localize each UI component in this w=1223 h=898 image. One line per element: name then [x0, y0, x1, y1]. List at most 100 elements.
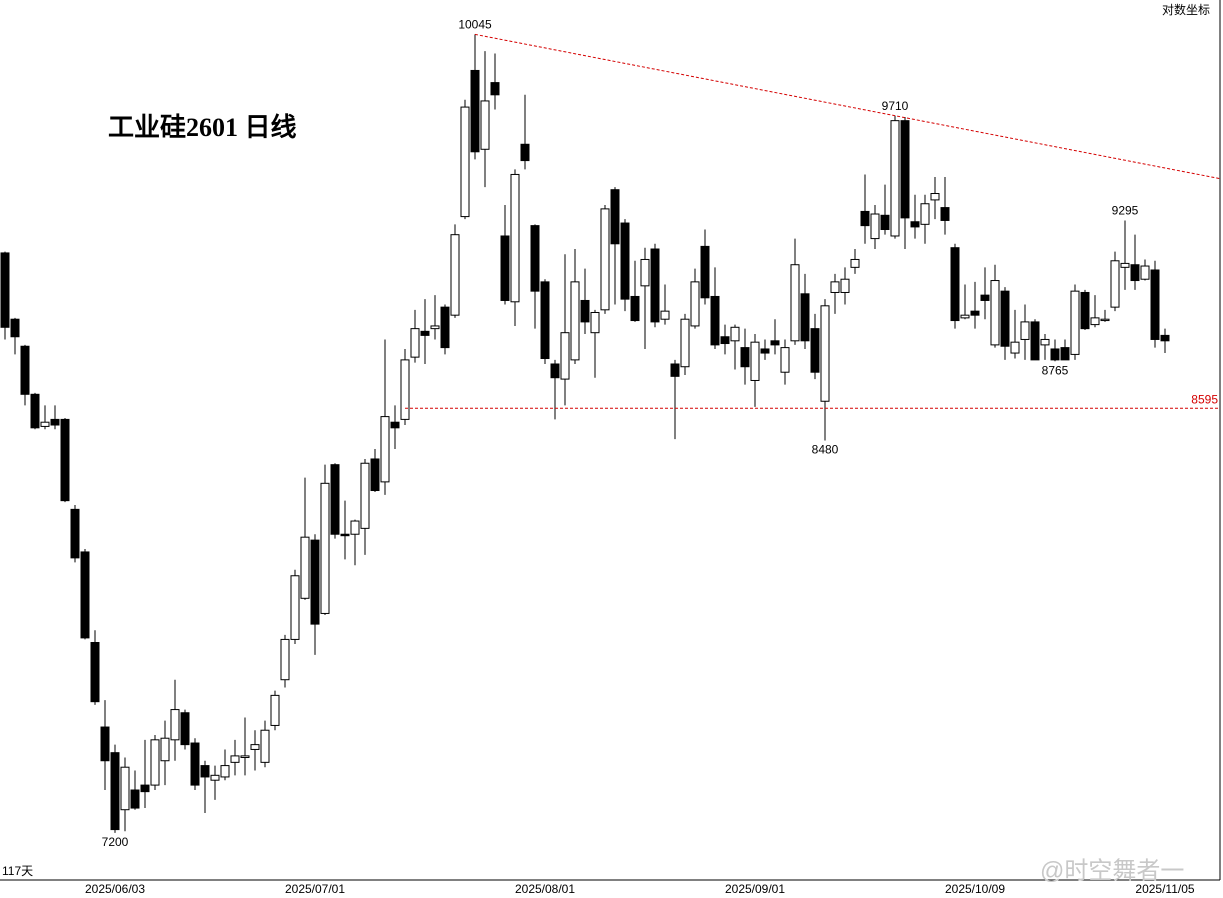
candle-body [560, 332, 570, 380]
candle-body [940, 207, 950, 221]
candle-body [800, 293, 810, 342]
reference-label: 8595 [1191, 392, 1218, 406]
candle-body [1130, 264, 1140, 282]
candle-body [50, 418, 60, 426]
candle-body [1000, 290, 1010, 347]
candle-body [960, 314, 970, 319]
candle-body [810, 328, 820, 373]
candle-body [730, 326, 740, 342]
candle-body [440, 306, 450, 349]
candle-body [680, 318, 690, 368]
candle-body [1080, 291, 1090, 330]
candle-body [430, 325, 440, 330]
candle-body [110, 752, 120, 831]
candle-body [510, 173, 520, 303]
candle-body [180, 712, 190, 746]
candle-body [10, 318, 20, 338]
candle-body [910, 221, 920, 228]
candle-body [760, 348, 770, 354]
candle-body [570, 281, 580, 361]
candle-body [1090, 317, 1100, 326]
candle-body [60, 418, 70, 502]
candle-body [230, 755, 240, 763]
candle-body [130, 789, 140, 809]
candle-body [780, 347, 790, 373]
x-tick-label: 2025/08/01 [515, 882, 575, 896]
candle-body [70, 508, 80, 559]
candle-body [360, 462, 370, 529]
candle-body [900, 120, 910, 219]
candle-body [260, 729, 270, 763]
watermark: @时空舞者一 [1040, 857, 1184, 884]
candle-body [290, 575, 300, 640]
x-tick-label: 2025/09/01 [725, 882, 785, 896]
candle-body [650, 248, 660, 323]
candle-body [170, 709, 180, 741]
candle-body [240, 755, 250, 759]
scale-label: 对数坐标 [1162, 2, 1210, 17]
x-tick-label: 2025/07/01 [285, 882, 345, 896]
candle-body [1100, 318, 1110, 322]
candle-body [20, 345, 30, 395]
candle-body [90, 642, 100, 703]
candle-body [980, 294, 990, 301]
candle-body [520, 143, 530, 162]
candle-body [470, 69, 480, 153]
candle-body [400, 359, 410, 420]
candle-body [590, 311, 600, 334]
x-tick-label: 2025/06/03 [85, 882, 145, 896]
candle-body [670, 363, 680, 377]
candle-body [380, 416, 390, 483]
candle-body [880, 214, 890, 231]
candle-body [350, 520, 360, 535]
candle-body [990, 280, 1000, 346]
candle-body [150, 739, 160, 786]
candle-body [790, 264, 800, 342]
count-label: 117天 [2, 864, 33, 878]
candle-body [1040, 338, 1050, 346]
high-label: 9295 [1112, 204, 1139, 218]
candle-body [540, 281, 550, 360]
low-label: 8765 [1042, 363, 1069, 377]
trend-line [474, 33, 1221, 180]
candle-body [840, 278, 850, 293]
candle-body [220, 765, 230, 778]
candle-body [1050, 348, 1060, 361]
candle-body [530, 225, 540, 292]
candle-body [310, 539, 320, 625]
candle-body [600, 208, 610, 311]
candle-body [820, 305, 830, 402]
chart-title: 工业硅2601 日线 [108, 113, 297, 142]
candle-body [370, 458, 380, 492]
candle-body [280, 638, 290, 681]
low-label: 7200 [102, 835, 129, 849]
candle-body [250, 744, 260, 750]
candle-body [580, 299, 590, 323]
candle-body [410, 328, 420, 358]
candle-body [420, 330, 430, 336]
candle-body [750, 341, 760, 381]
candle-body [40, 421, 50, 427]
candle-body [700, 245, 710, 299]
candle-body [740, 347, 750, 368]
candle-body [1110, 260, 1120, 308]
candle-body [890, 120, 900, 237]
candle-body [320, 482, 330, 614]
candle-body [120, 766, 130, 811]
candle-body [1150, 269, 1160, 340]
x-tick-label: 2025/11/05 [1135, 882, 1194, 896]
candle-body [500, 235, 510, 301]
candle-body [30, 393, 40, 429]
candle-body [710, 295, 720, 346]
candle-body [340, 533, 350, 537]
candle-body [210, 774, 220, 781]
candle-body [450, 234, 460, 316]
candle-body [300, 536, 310, 599]
candle-body [0, 252, 10, 328]
high-label: 9710 [882, 99, 909, 113]
low-label: 8480 [812, 443, 839, 457]
candle-body [870, 213, 880, 240]
candle-body [1140, 265, 1150, 280]
high-label: 10045 [458, 18, 492, 32]
